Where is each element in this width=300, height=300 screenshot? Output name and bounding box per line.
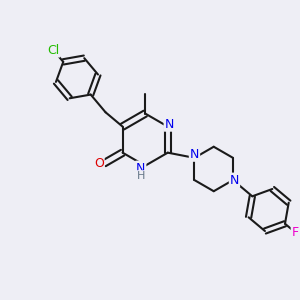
Text: N: N: [230, 174, 239, 187]
Text: N: N: [165, 118, 174, 131]
Text: H: H: [136, 171, 145, 181]
Text: Cl: Cl: [47, 44, 59, 57]
Text: O: O: [94, 157, 104, 170]
Text: N: N: [136, 162, 146, 175]
Text: N: N: [190, 148, 199, 161]
Text: F: F: [292, 226, 299, 239]
